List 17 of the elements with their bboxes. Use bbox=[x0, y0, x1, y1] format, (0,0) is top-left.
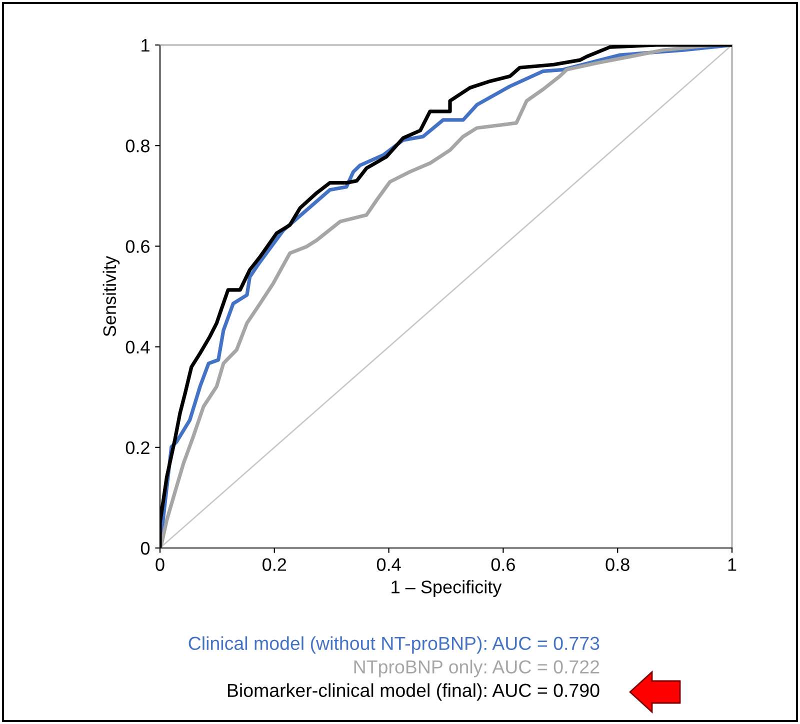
x-axis-title: 1 – Specificity bbox=[392, 580, 502, 597]
x-tick-label: 0.8 bbox=[606, 558, 630, 571]
text: NTproBNP only: AUC = 0.722 bbox=[354, 660, 600, 678]
y-tick-label: 0.4 bbox=[126, 340, 150, 354]
x-tick-label: 0.2 bbox=[262, 558, 286, 571]
y-tick-label: 0.6 bbox=[126, 240, 150, 253]
y-tick-label: 0 bbox=[140, 542, 150, 555]
y-axis-title: Sensitivity bbox=[102, 256, 120, 336]
x-tick-label: 0.6 bbox=[491, 558, 515, 571]
y-tick-label: 1 bbox=[142, 39, 150, 52]
y-tick-label: 0.8 bbox=[126, 140, 150, 152]
x-tick-label: 1 bbox=[728, 558, 736, 571]
x-tick-label: 0.4 bbox=[376, 558, 401, 571]
text: Clinical model (without NT-proBNP): AUC = 0.773 bbox=[188, 636, 600, 654]
text: Biomarker-clinical model (final): AUC = 0.790 bbox=[228, 683, 600, 701]
y-tick-label: 0.2 bbox=[126, 441, 150, 454]
x-tick-label: 0 bbox=[156, 558, 164, 571]
